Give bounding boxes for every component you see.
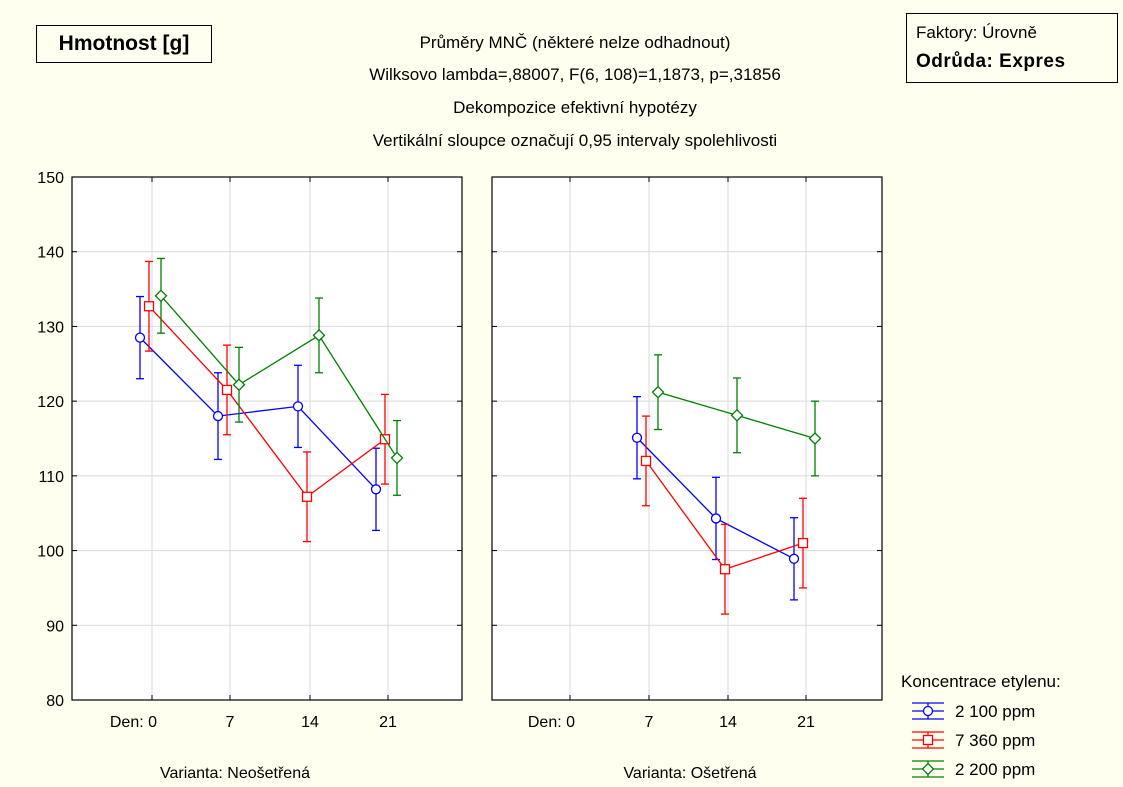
series-line bbox=[148, 305, 386, 498]
panel-label-untreated: Varianta: Neošetřená bbox=[159, 765, 310, 782]
x-tick-label: 14 bbox=[719, 714, 737, 731]
data-point bbox=[370, 484, 382, 495]
series-line bbox=[139, 337, 377, 490]
data-point bbox=[788, 553, 800, 564]
y-tick-label: 100 bbox=[37, 544, 64, 561]
legend-marker bbox=[921, 762, 935, 776]
chart-subtitle-decomposition: Dekompozice efektivní hypotézy bbox=[453, 98, 697, 117]
x-tick-label: 14 bbox=[301, 714, 319, 731]
plot-area bbox=[492, 177, 882, 700]
data-point bbox=[292, 401, 304, 412]
data-point bbox=[719, 564, 731, 575]
data-point bbox=[730, 408, 744, 422]
chart-subtitle-ci: Vertikální sloupce označují 0,95 interva… bbox=[372, 131, 778, 150]
legend-marker bbox=[922, 705, 934, 717]
y-tick-label: 140 bbox=[37, 245, 64, 262]
plot-frame bbox=[71, 176, 463, 701]
data-point bbox=[651, 385, 665, 399]
y-tick-label: 90 bbox=[46, 618, 64, 635]
data-point bbox=[631, 432, 643, 443]
y-tick-label: 110 bbox=[38, 469, 64, 486]
chart-subtitle-stats: Wilksovo lambda=,88007, F(6, 108)=1,1873… bbox=[369, 65, 781, 84]
y-tick-label: 120 bbox=[37, 394, 64, 411]
plot-frame bbox=[491, 176, 883, 701]
chart-title: Průměry MNČ (některé nelze odhadnout) bbox=[419, 33, 731, 52]
y-tick-label: 80 bbox=[46, 693, 64, 710]
data-point bbox=[143, 301, 155, 312]
data-point bbox=[154, 289, 168, 303]
data-point bbox=[232, 378, 246, 392]
x-tick-label: Den: 0 bbox=[110, 714, 157, 731]
x-tick-label: 7 bbox=[226, 714, 235, 731]
legend-item-label: 2 100 ppm bbox=[955, 702, 1036, 721]
x-tick-label: 7 bbox=[645, 714, 654, 731]
plot-area bbox=[72, 177, 462, 700]
legend-item-label: 7 360 ppm bbox=[955, 731, 1036, 750]
legend-marker bbox=[922, 734, 934, 746]
y-tick-label: 150 bbox=[37, 170, 64, 187]
data-point bbox=[212, 410, 224, 422]
x-tick-label: 21 bbox=[797, 714, 815, 731]
data-point bbox=[808, 432, 822, 445]
ylabel-box: Hmotnost [g] bbox=[36, 25, 212, 63]
data-point bbox=[710, 513, 722, 524]
panel-label-treated: Varianta: Ošetřená bbox=[623, 765, 757, 782]
data-point bbox=[134, 332, 146, 343]
data-point bbox=[640, 455, 652, 467]
factor-value: Odrůda: Expres bbox=[916, 51, 1066, 72]
x-tick-label: Den: 0 bbox=[528, 714, 575, 731]
data-point bbox=[221, 384, 233, 396]
factor-box: Faktory: Úrovně Odrůda: Expres bbox=[906, 13, 1118, 83]
legend-item-label: 2 200 ppm bbox=[955, 760, 1036, 779]
data-point bbox=[301, 491, 313, 502]
data-point bbox=[797, 537, 809, 549]
data-point bbox=[390, 451, 404, 465]
legend-title: Koncentrace etylenu: bbox=[901, 672, 1061, 691]
y-tick-label: 130 bbox=[37, 319, 64, 336]
series-line bbox=[160, 295, 398, 459]
factor-label: Faktory: Úrovně bbox=[916, 23, 1037, 42]
x-tick-label: 21 bbox=[379, 714, 397, 731]
data-point bbox=[312, 328, 326, 342]
